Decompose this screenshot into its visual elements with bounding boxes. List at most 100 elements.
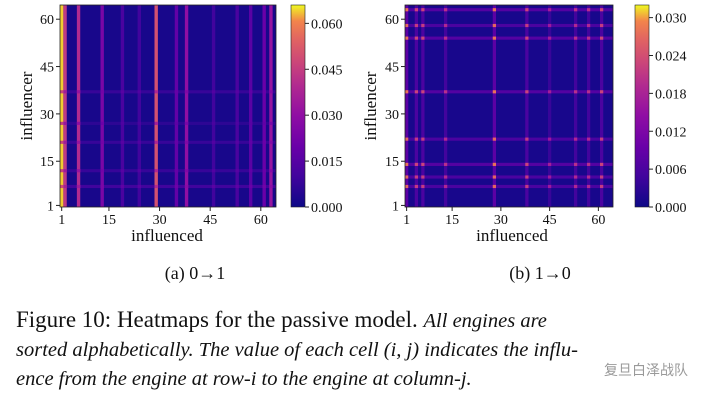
x-axis-label: influenced <box>131 226 203 245</box>
heatmap-cell <box>262 140 266 144</box>
colorbar-tick-label: 0.006 <box>655 163 687 178</box>
colorbar-tick-label: 0.030 <box>311 109 343 124</box>
heatmap-cell <box>63 169 67 173</box>
heatmap-column-stripe <box>421 5 425 207</box>
x-tick-label: 1 <box>403 213 410 228</box>
heatmap-row-stripe <box>60 140 276 144</box>
heatmap-cell <box>444 162 448 166</box>
colorbar-tick-label: 0.024 <box>655 50 687 65</box>
caption-text-line1: All engines are <box>423 310 547 332</box>
caption-text-line3: ence from the engine at row-i to the eng… <box>16 368 472 390</box>
heatmap-cell <box>492 184 496 189</box>
heatmap-cell <box>492 23 496 28</box>
heatmap-column-stripe <box>137 5 141 207</box>
heatmap-cell <box>405 36 409 40</box>
heatmap-cell <box>249 140 253 144</box>
heatmap-cell <box>414 184 418 189</box>
heatmap-cell <box>525 90 529 94</box>
heatmap-column-stripe <box>120 5 125 207</box>
heatmap-cell <box>262 169 266 173</box>
heatmap-cell <box>587 137 591 141</box>
heatmap-cell <box>174 121 179 125</box>
heatmap-frame <box>59 4 277 208</box>
heatmap-row-stripe <box>405 137 613 141</box>
heatmap-cell <box>174 184 179 189</box>
heatmap-cell <box>235 184 239 189</box>
heatmap-cell <box>600 184 604 189</box>
watermark-text: 复旦白泽战队 <box>604 363 688 379</box>
heatmap-row-stripe <box>60 90 276 94</box>
heatmap-cell <box>587 8 591 12</box>
heatmap-cell <box>414 36 418 40</box>
heatmap-cell <box>211 90 216 94</box>
heatmap-row-stripe <box>405 8 613 12</box>
heatmap-cell <box>548 36 552 40</box>
heatmap-cell <box>211 184 216 189</box>
heatmap-cell <box>600 162 604 166</box>
y-tick-label: 60 <box>385 13 399 28</box>
heatmap-cell <box>525 175 529 179</box>
heatmap-cell <box>444 36 448 40</box>
caption-text-line2: sorted alphabetically. The value of each… <box>16 339 578 361</box>
heatmap-row-stripe <box>405 162 613 166</box>
heatmap-column-stripe <box>60 5 64 207</box>
heatmap-column-stripe <box>211 5 216 207</box>
heatmap-cell <box>548 23 552 28</box>
heatmap-cell <box>120 140 125 144</box>
heatmap-cell <box>60 184 64 189</box>
heatmap-cell <box>587 162 591 166</box>
colorbar-frame <box>634 4 650 208</box>
colorbar <box>635 5 649 207</box>
heatmap-column-stripe <box>587 5 591 207</box>
y-tick-label: 30 <box>40 108 54 123</box>
heatmap-column-stripe <box>63 5 67 207</box>
heatmap-cell <box>76 184 81 189</box>
heatmap-cell <box>211 121 216 125</box>
heatmap-cell <box>60 90 64 94</box>
heatmap-cell <box>100 140 104 144</box>
heatmap-cell <box>262 184 266 189</box>
x-tick-label: 45 <box>543 213 557 228</box>
heatmap-cell <box>100 184 104 189</box>
heatmap-column-stripe <box>262 5 266 207</box>
heatmap-cell <box>184 169 189 173</box>
heatmap-cell <box>174 140 179 144</box>
heatmap-cell <box>76 121 81 125</box>
heatmap-cell <box>269 184 273 189</box>
heatmap-frame <box>404 4 614 208</box>
colorbar-tick-label: 0.015 <box>311 155 343 170</box>
heatmap-cell <box>414 90 418 94</box>
heatmap-column-stripe <box>405 5 409 207</box>
heatmap-column-stripe <box>154 5 158 207</box>
heatmap-column-stripe <box>600 5 604 207</box>
heatmap-cell <box>444 8 448 12</box>
heatmap-cell <box>444 23 448 28</box>
heatmap-cell <box>414 23 418 28</box>
heatmap-cell <box>600 90 604 94</box>
heatmap-cell <box>137 90 141 94</box>
heatmap-cell <box>405 137 409 141</box>
heatmap-column-stripe <box>249 5 253 207</box>
heatmap-cell <box>525 184 529 189</box>
heatmap-cell <box>120 90 125 94</box>
heatmap-cell <box>574 90 578 94</box>
colorbar-tick-label: 0.012 <box>655 125 687 140</box>
x-tick-label: 60 <box>254 213 268 228</box>
colorbar-tick-label: 0.030 <box>655 12 687 27</box>
heatmap-cell <box>574 137 578 141</box>
colorbar-tick-label: 0.045 <box>311 63 343 78</box>
heatmap-cell <box>211 140 216 144</box>
heatmap-cell <box>421 90 425 94</box>
heatmap-cell <box>587 90 591 94</box>
y-tick-label: 1 <box>47 199 54 214</box>
heatmap-cell <box>421 184 425 189</box>
heatmap-cell <box>137 184 141 189</box>
heatmap-row-stripe <box>60 184 276 189</box>
heatmap-panel-a: 1 15 30 45 60 1 15 30 45 60 influenced influencer 0.… <box>17 4 343 284</box>
heatmap-cell <box>184 184 189 189</box>
heatmap-cell <box>421 137 425 141</box>
heatmap-cell <box>548 90 552 94</box>
heatmap-cell <box>235 90 239 94</box>
heatmap-cell <box>154 169 158 173</box>
heatmap-cell <box>249 184 253 189</box>
